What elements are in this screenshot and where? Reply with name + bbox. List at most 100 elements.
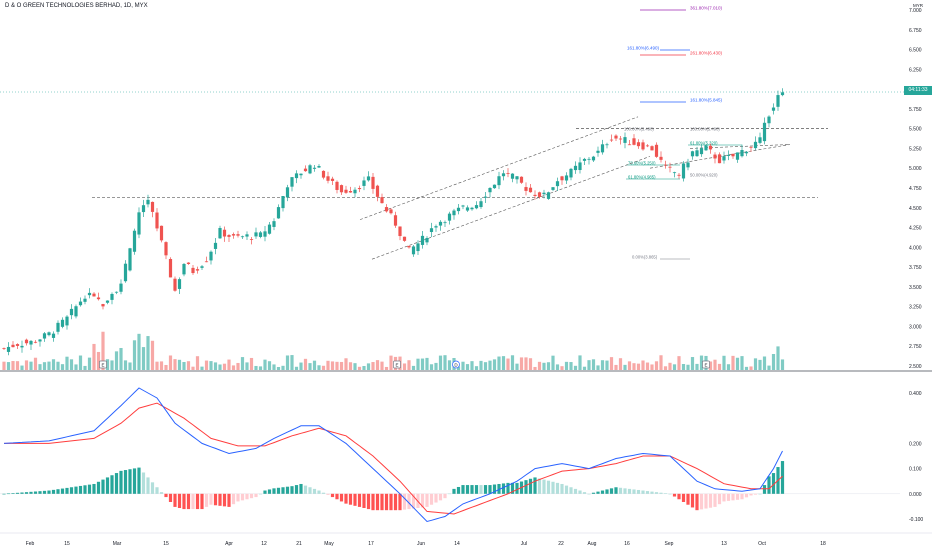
price-tick-label: 3.750: [909, 265, 922, 271]
price-tick-label: 6.250: [909, 67, 922, 73]
volume-bar: [29, 361, 33, 370]
time-tick-label: 15: [64, 541, 70, 547]
candle-body: [155, 212, 159, 229]
volume-bar: [672, 364, 677, 370]
volume-bar: [641, 360, 645, 370]
symbol-title[interactable]: D & O GREEN TECHNOLOGIES BERHAD, 1D, MYX: [5, 3, 148, 9]
volume-bar: [537, 361, 542, 370]
volume-bar: [285, 355, 290, 370]
macd-histogram-bar: [762, 485, 767, 494]
candle-body: [200, 266, 204, 268]
candle-body: [51, 333, 56, 338]
macd-histogram-bar: [155, 487, 159, 494]
macd-histogram-bar: [686, 493, 690, 505]
volume-bar: [731, 355, 735, 370]
volume-bar: [330, 361, 335, 370]
volume-bar: [632, 363, 636, 370]
macd-histogram-bar: [56, 489, 60, 494]
macd-histogram-bar: [245, 493, 249, 500]
volume-bar: [137, 333, 141, 370]
candle-body: [65, 316, 69, 326]
volume-bar: [114, 351, 119, 370]
macd-histogram-bar: [533, 477, 537, 494]
macd-histogram-bar: [717, 493, 722, 505]
price-candles[interactable]: [2, 88, 785, 356]
macd-histogram-bar: [474, 485, 479, 494]
volume-bar: [636, 363, 641, 370]
volume-bar: [618, 358, 623, 370]
macd-histogram-bar: [771, 473, 776, 494]
volume-bar: [722, 355, 726, 370]
macd-histogram-bar: [690, 493, 695, 508]
time-tick-label: Aug: [588, 541, 597, 547]
volume-bar: [186, 361, 191, 370]
candle-body: [677, 174, 681, 176]
macd-histogram-bar: [141, 472, 146, 494]
volume-bar: [339, 361, 344, 370]
macd-histogram-bar: [389, 493, 393, 511]
volume-bar: [308, 363, 312, 370]
volume-bar: [326, 360, 330, 370]
candle-body: [650, 146, 654, 151]
volume-bar: [425, 357, 429, 370]
volume-bar: [303, 358, 308, 370]
volume-bar: [371, 362, 375, 370]
candle-body: [402, 236, 407, 241]
macd-histogram-bar: [708, 493, 713, 508]
volume-bar: [479, 360, 483, 370]
candle-body: [254, 232, 258, 237]
macd-histogram-bar: [263, 490, 267, 494]
candle-body: [366, 176, 371, 181]
volume-bar: [6, 362, 11, 370]
candle-body: [708, 145, 713, 150]
candle-body: [209, 251, 213, 261]
volume-bar: [348, 362, 353, 370]
price-tick-label: 6.500: [909, 48, 922, 54]
price-tick-label: 4.250: [909, 226, 922, 232]
volume-bar: [222, 363, 227, 370]
macd-histogram-bar: [767, 476, 771, 494]
candle-body: [321, 170, 326, 178]
macd-histogram-bar: [470, 485, 474, 494]
volume-bar: [573, 365, 578, 370]
macd-histogram-bar: [560, 483, 564, 494]
macd-histogram-bar: [681, 493, 686, 502]
volume-bar: [245, 362, 249, 370]
candle-body: [191, 267, 195, 274]
macd-histogram-bar: [699, 493, 704, 510]
volume-bar: [123, 360, 128, 370]
candle-body: [150, 201, 155, 212]
volume-bar: [317, 365, 321, 370]
macd-histogram-bar: [672, 493, 677, 497]
volume-bar: [614, 364, 618, 370]
volume-bar: [416, 358, 420, 370]
volume-bar: [596, 365, 600, 370]
time-tick-label: Oct: [758, 541, 766, 547]
volume-bar: [555, 364, 560, 370]
candle-body: [236, 234, 240, 236]
event-marker-icon: [452, 360, 460, 369]
volume-bar: [659, 355, 663, 370]
macd-histogram-bar: [366, 493, 371, 510]
candle-body: [83, 298, 87, 302]
macd-histogram-bar: [371, 493, 375, 511]
candle-body: [695, 150, 699, 157]
macd-histogram-bar: [267, 489, 272, 494]
macd-histogram-bar: [659, 492, 663, 494]
macd-histogram-bar: [276, 487, 281, 494]
candle-body: [578, 162, 582, 170]
candle-body: [132, 230, 137, 252]
candle-body: [488, 187, 492, 193]
volume-bar: [668, 362, 672, 370]
macd-pane[interactable]: [0, 387, 900, 523]
volume-bar: [717, 363, 722, 370]
volume-bar: [312, 360, 317, 370]
macd-histogram-bar: [29, 491, 33, 494]
macd-histogram-bar: [294, 485, 299, 494]
time-tick-label: Mar: [113, 541, 122, 547]
candle-body: [294, 173, 299, 179]
volume-bar: [281, 365, 285, 370]
macd-histogram-bar: [65, 487, 69, 494]
macd-histogram-bar: [564, 485, 569, 494]
